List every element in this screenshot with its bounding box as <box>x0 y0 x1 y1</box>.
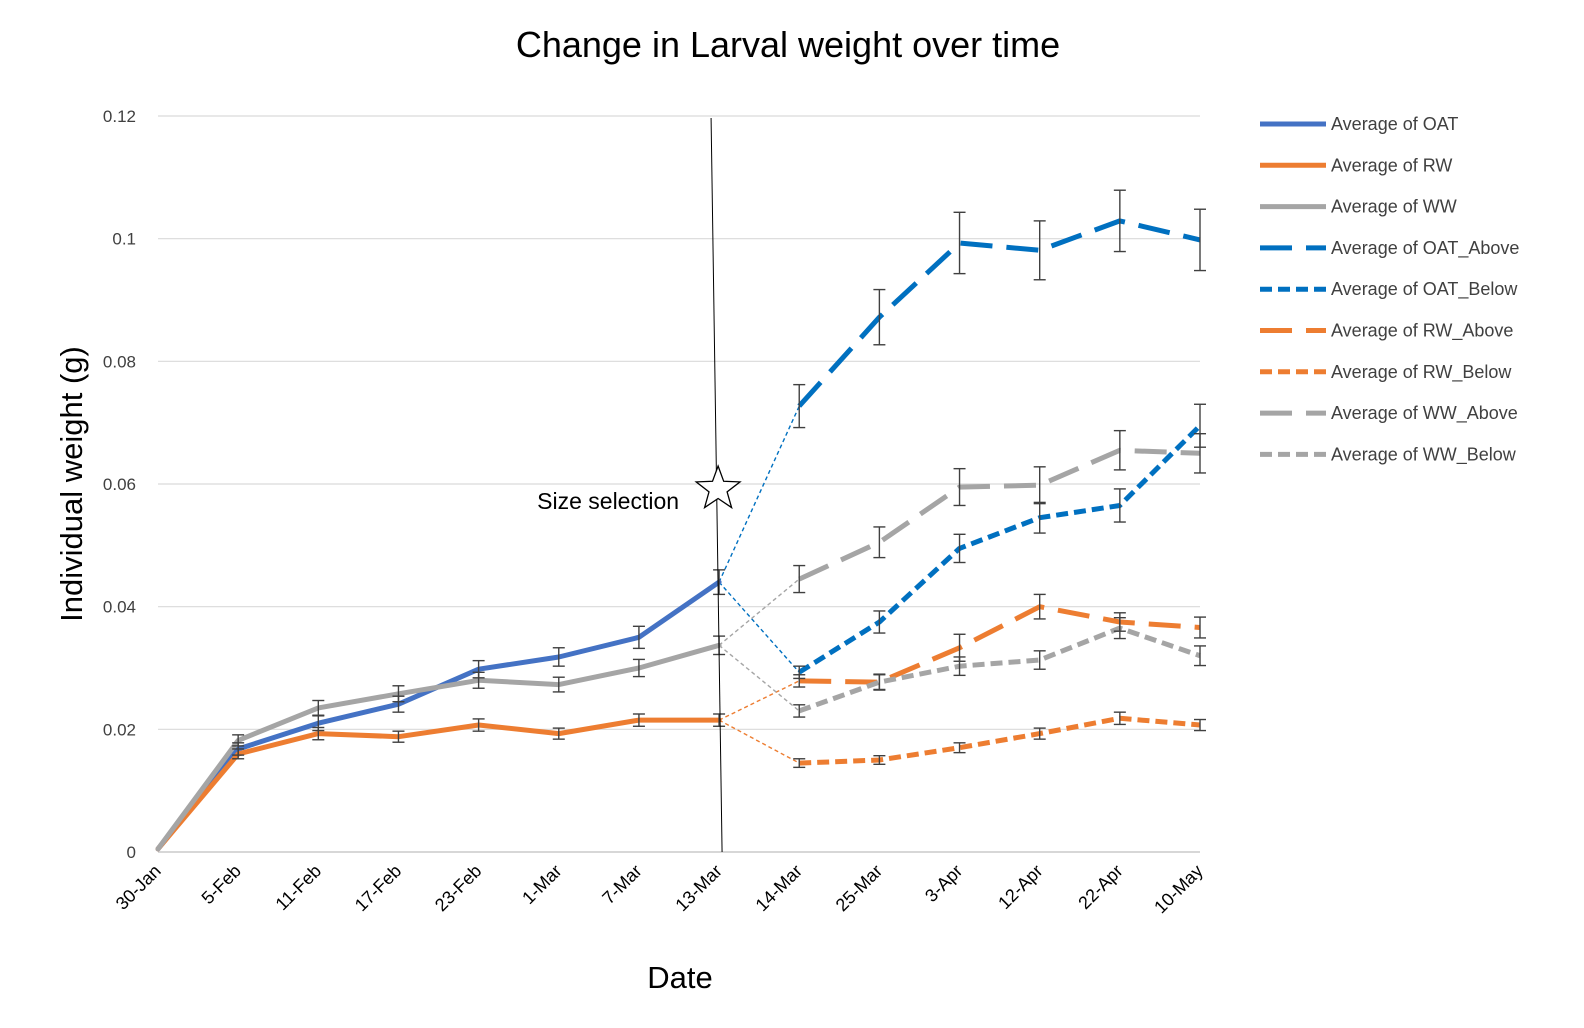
star-icon <box>694 464 742 510</box>
connector-line <box>718 581 800 673</box>
y-tick-label: 0.02 <box>103 720 136 739</box>
series-line-average-of-ww-above <box>798 447 1201 582</box>
legend-label: Average of WW <box>1331 197 1457 217</box>
connector-line <box>718 578 800 646</box>
size-selection-label: Size selection <box>537 488 679 514</box>
y-tick-label: 0.12 <box>103 107 136 126</box>
connector-line <box>718 680 800 721</box>
legend-label: Average of OAT_Below <box>1331 279 1518 300</box>
chart-title: Change in Larval weight over time <box>516 24 1060 65</box>
legend-label: Average of RW_Above <box>1331 321 1513 342</box>
series-line-average-of-oat-below <box>797 423 1202 675</box>
y-tick-label: 0.06 <box>103 475 136 494</box>
y-axis-title: Individual weight (g) <box>54 346 89 622</box>
y-tick-label: 0.1 <box>112 230 136 249</box>
selection-connectors <box>718 405 800 764</box>
connector-line <box>718 644 800 712</box>
series-line-average-of-rw <box>155 717 722 852</box>
size-selection-annotation: Size selection <box>537 117 742 853</box>
error-bars <box>232 189 1206 769</box>
y-tick-label: 0.08 <box>103 352 136 371</box>
y-tick-label: 0 <box>127 843 136 862</box>
connector-line <box>718 719 800 764</box>
series-line-average-of-rw-below <box>799 715 1201 766</box>
series-lines <box>155 218 1202 852</box>
legend-label: Average of RW_Below <box>1331 362 1512 383</box>
series-line-average-of-ww <box>155 642 722 852</box>
connector-line <box>718 405 800 583</box>
legend-label: Average of OAT <box>1331 114 1458 134</box>
x-axis-title: Date <box>647 960 712 995</box>
series-line-average-of-oat-above <box>797 218 1201 408</box>
legend-label: Average of OAT_Above <box>1331 238 1519 259</box>
y-tick-label: 0.04 <box>103 598 136 617</box>
y-axis-ticks: 0 0.02 0.04 0.06 0.08 0.1 0.12 <box>103 107 136 862</box>
series-line-average-of-ww-below <box>798 625 1201 714</box>
legend-label: Average of WW_Below <box>1331 444 1517 465</box>
series-line-average-of-rw-above <box>799 604 1201 685</box>
legend: Average of OAT Average of RW Average of WW… <box>1260 114 1519 465</box>
legend-label: Average of WW_Above <box>1331 403 1518 424</box>
legend-label: Average of RW <box>1331 155 1452 175</box>
